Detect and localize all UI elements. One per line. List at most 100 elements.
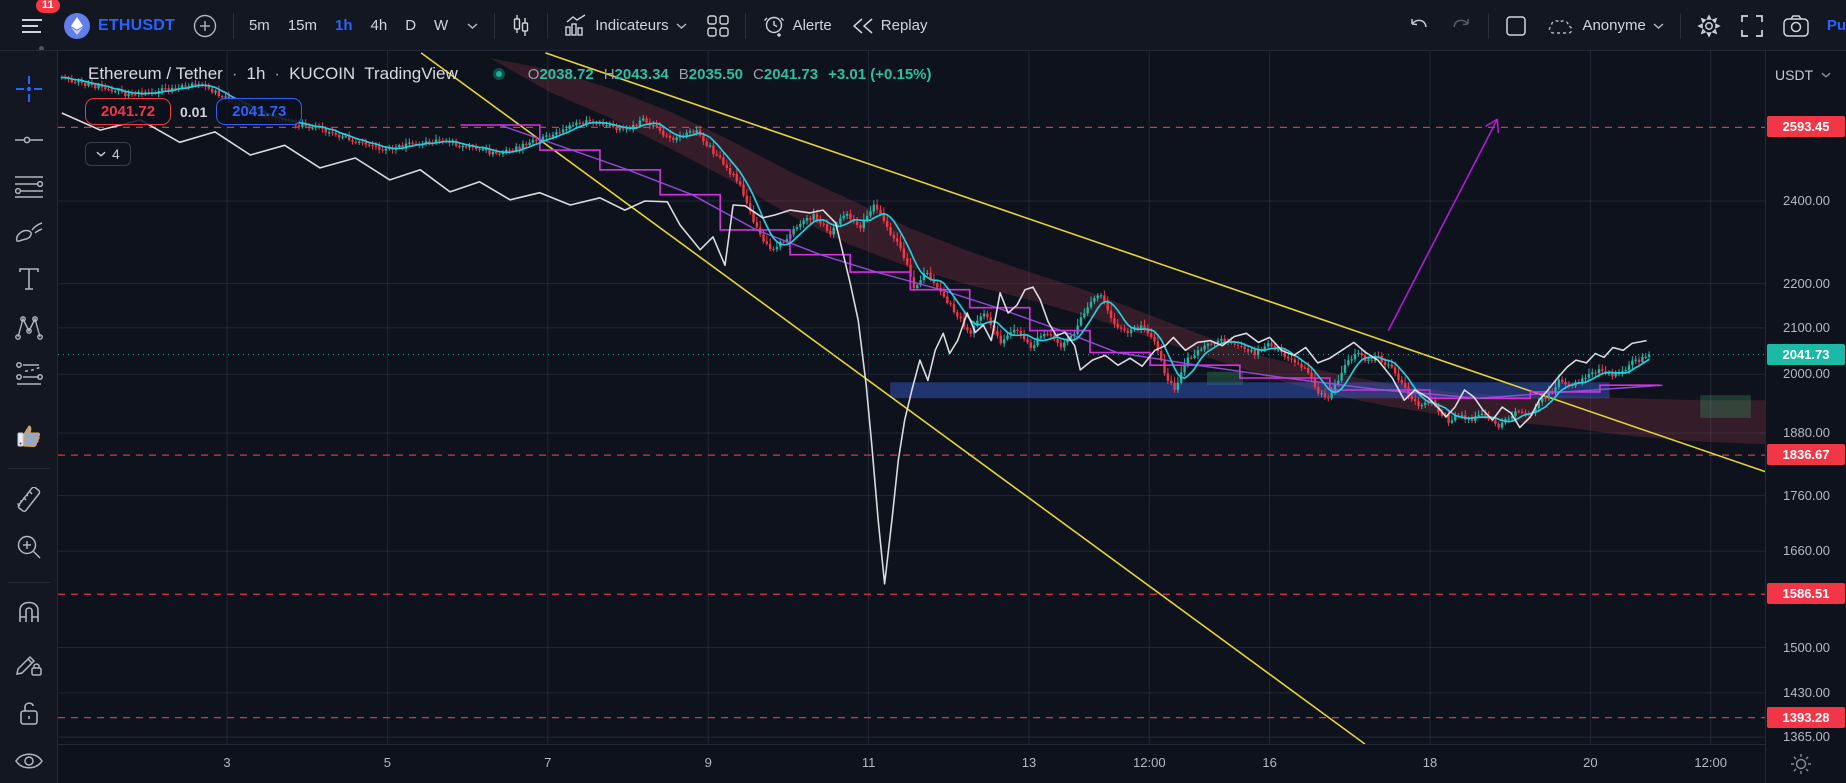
timeframe-D[interactable]: D	[405, 17, 417, 34]
timeframe-W[interactable]: W	[434, 17, 449, 34]
time-tick: 11	[861, 755, 876, 770]
grid-layout-icon	[706, 14, 729, 37]
timeframe-4h[interactable]: 4h	[370, 17, 388, 34]
text-tool[interactable]	[11, 261, 47, 297]
brush-tool[interactable]	[11, 215, 47, 251]
layout-grid-button[interactable]	[697, 7, 739, 45]
ohlc-values: O2038.72 H2043.34 B2035.50 C2041.73 +3.0…	[527, 65, 932, 83]
symbol-name: ETHUSDT	[98, 16, 175, 34]
candlestick-icon	[514, 14, 529, 36]
market-status-dot[interactable]	[492, 68, 505, 80]
user-name: Anonyme	[1582, 17, 1646, 34]
collapsed-indicators-count: 4	[112, 146, 120, 162]
price-tick: 2000.00	[1783, 366, 1830, 382]
plus-circle-icon	[193, 14, 217, 37]
symbol-button[interactable]: ETHUSDT	[56, 7, 183, 45]
fullscreen-button[interactable]	[1731, 7, 1773, 45]
rewind-icon	[852, 17, 873, 34]
thumbs-up-icon	[17, 425, 40, 448]
indicators-label: Indicateurs	[595, 17, 669, 34]
legend-interval[interactable]: 1h	[246, 64, 266, 83]
settings-button[interactable]	[1687, 7, 1731, 45]
replay-button[interactable]: Replay	[842, 7, 938, 45]
price-tick: 2200.00	[1783, 275, 1830, 291]
price-chart-canvas[interactable]	[58, 51, 1765, 744]
theme-toggle-button[interactable]	[1783, 750, 1819, 778]
lock-all-tool[interactable]	[11, 695, 47, 731]
hide-all-tool[interactable]	[11, 743, 47, 779]
time-axis[interactable]: 3 5 7 9 11 13 12:00 16 18 20 12:00	[58, 744, 1765, 783]
time-tick: 12:00	[1694, 755, 1727, 770]
chart-legend: Ethereum / Tether · 1h · KUCOIN TradingV…	[88, 64, 932, 83]
screenshot-button[interactable]	[1773, 7, 1819, 45]
time-tick: 18	[1422, 755, 1438, 770]
price-tick: 1880.00	[1783, 424, 1830, 440]
buy-button[interactable]: 2041.73	[216, 98, 303, 125]
alert-button[interactable]: Alerte	[752, 7, 842, 45]
fib-retracement-tool[interactable]	[11, 168, 47, 204]
fullscreen-icon	[1740, 14, 1763, 37]
redo-button[interactable]	[1440, 7, 1482, 45]
price-tick: 1760.00	[1783, 487, 1830, 503]
crosshair-tool[interactable]	[11, 71, 47, 107]
chart-pane[interactable]: Ethereum / Tether · 1h · KUCOIN TradingV…	[58, 51, 1765, 744]
emoji-tool[interactable]	[11, 418, 47, 454]
publish-button[interactable]: Pu	[1826, 17, 1846, 34]
trend-line-icon	[15, 136, 43, 144]
magnet-tool[interactable]	[11, 595, 47, 631]
price-axis[interactable]: USDT 2400.00 2200.00 2100.00 2000.00 1880.00…	[1765, 51, 1846, 783]
sell-button[interactable]: 2041.72	[85, 98, 171, 125]
measure-tool[interactable]	[11, 483, 47, 519]
zoom-in-icon	[17, 535, 41, 559]
chevron-down-icon	[467, 22, 478, 29]
timeframe-1h[interactable]: 1h	[335, 17, 353, 34]
price-tick: 1500.00	[1783, 639, 1830, 655]
legend-symbol[interactable]: Ethereum / Tether	[88, 64, 223, 83]
drawing-toolbar	[0, 51, 58, 783]
legend-exchange[interactable]: KUCOIN	[289, 64, 356, 83]
trend-line-tool[interactable]	[11, 122, 47, 158]
indicators-button[interactable]: Indicateurs	[554, 7, 696, 45]
text-icon	[19, 268, 39, 290]
change-value: +3.01 (+0.15%)	[828, 65, 932, 83]
top-toolbar: 11 ETHUSDT 5m 15m 1h 4h D W	[0, 0, 1846, 51]
layout-select-button[interactable]	[1495, 7, 1537, 45]
timeframe-15m[interactable]: 15m	[287, 17, 317, 34]
chart-style-button[interactable]	[501, 7, 541, 45]
compare-add-button[interactable]	[183, 7, 227, 45]
level-price-label: 1393.28	[1767, 706, 1845, 728]
magnet-icon	[19, 601, 39, 622]
xabcd-pattern-tool[interactable]	[11, 310, 47, 346]
long-position-tool[interactable]	[11, 356, 47, 392]
drawing-mode-lock-tool[interactable]	[11, 645, 47, 681]
time-tick: 16	[1262, 755, 1277, 770]
level-price-label: 1836.67	[1767, 444, 1845, 466]
pencil-lock-icon	[16, 655, 42, 676]
timeframes-dropdown[interactable]	[457, 7, 488, 45]
main-menu-button[interactable]: 11	[10, 0, 60, 50]
toolbar-separator	[232, 12, 234, 39]
xabcd-pattern-icon	[15, 316, 43, 340]
toolbar-separator	[744, 12, 746, 39]
price-axis-currency[interactable]: USDT	[1775, 67, 1831, 83]
notification-badge: 11	[36, 0, 60, 13]
sun-icon	[1791, 754, 1811, 774]
cloud-account-button[interactable]: Anonyme	[1537, 7, 1673, 45]
single-layout-icon	[1506, 15, 1527, 36]
fib-retracement-icon	[15, 176, 43, 198]
open-value: 2038.72	[539, 65, 594, 83]
chevron-down-icon	[1653, 22, 1664, 29]
price-tick: 1430.00	[1783, 684, 1830, 700]
cloud-icon	[1549, 19, 1573, 34]
menu-notification-dot	[39, 45, 44, 50]
collapsed-indicators-toggle[interactable]: 4	[85, 142, 131, 166]
price-tick: 1660.00	[1783, 543, 1830, 559]
time-tick: 9	[704, 755, 712, 770]
toolbar-separator	[547, 12, 549, 39]
tradingview-watermark: TradingView	[364, 64, 458, 83]
undo-button[interactable]	[1398, 7, 1440, 45]
zoom-in-tool[interactable]	[11, 529, 47, 565]
timeframe-5m[interactable]: 5m	[248, 17, 270, 34]
alert-label: Alerte	[792, 17, 832, 34]
time-tick: 13	[1021, 755, 1037, 770]
